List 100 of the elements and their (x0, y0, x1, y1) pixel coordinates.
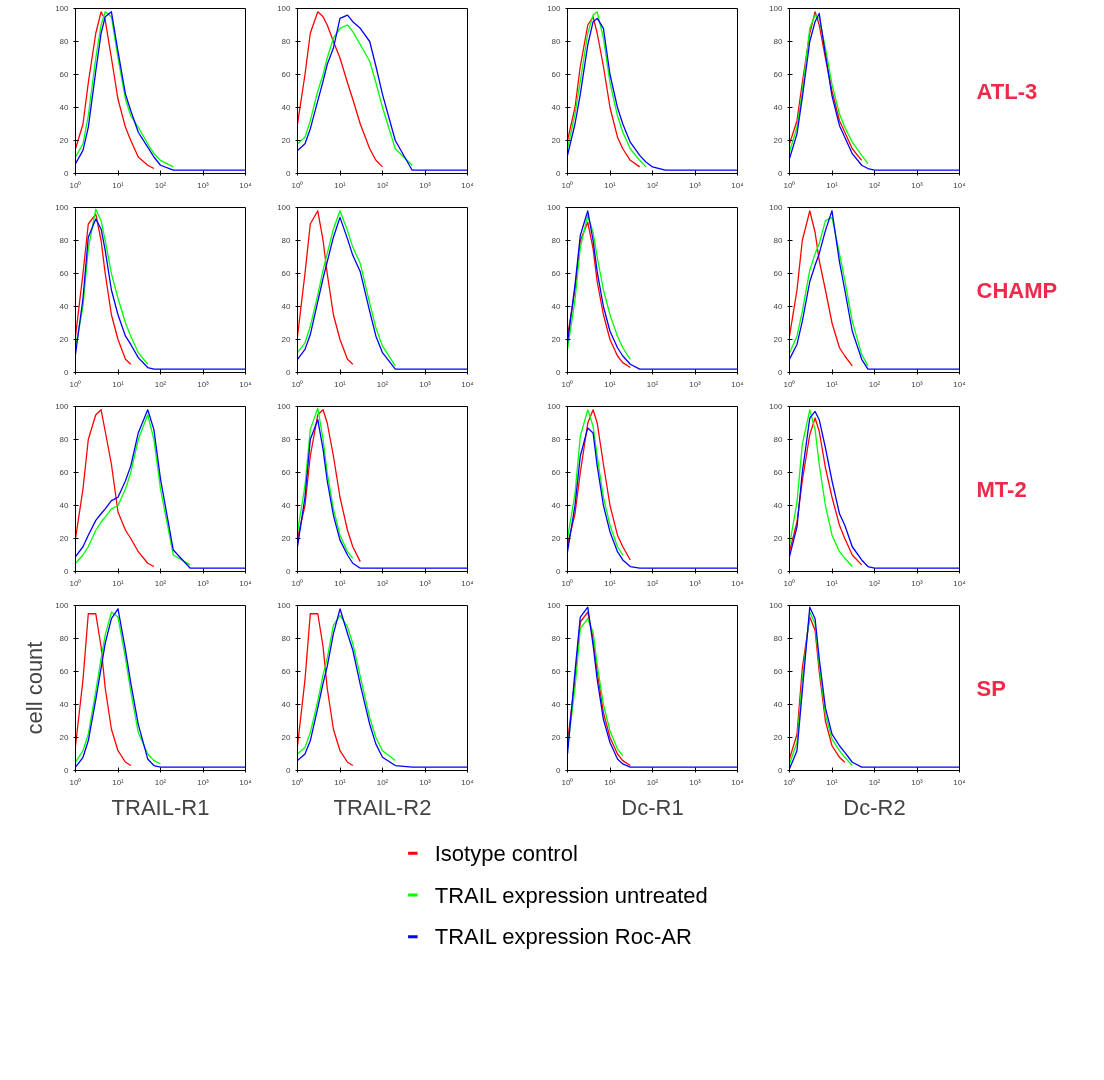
line-series (75, 613, 132, 767)
line-series (789, 210, 853, 367)
y-tick-label: 60 (281, 70, 292, 79)
x-tick-label: 10³ (419, 379, 432, 389)
x-tick-label: 10² (868, 578, 881, 588)
x-tick-label: 10⁰ (561, 777, 574, 787)
x-tick-label: 10⁴ (239, 379, 253, 389)
x-tick-label: 10¹ (826, 777, 839, 787)
x-tick-label: 10² (868, 379, 881, 389)
y-tick-label: 0 (778, 169, 784, 178)
y-tick-label: 0 (778, 368, 784, 377)
y-tick-label: 80 (551, 37, 562, 46)
x-tick-label: 10³ (911, 578, 924, 588)
y-tick-label: 0 (286, 567, 292, 576)
y-tick-label: 100 (769, 4, 784, 13)
y-tick-label: 100 (55, 601, 70, 610)
x-tick-label: 10³ (689, 180, 702, 190)
y-tick-label: 20 (551, 335, 562, 344)
y-tick-label: 20 (773, 733, 784, 742)
x-tick-label: 10² (376, 379, 389, 389)
y-tick-label: 0 (556, 766, 562, 775)
x-tick-label: 10² (868, 180, 881, 190)
x-tick-label: 10⁴ (461, 379, 475, 389)
y-axis-title: cell count (22, 641, 48, 735)
x-tick-label: 10⁴ (239, 180, 253, 190)
y-tick-label: 100 (277, 4, 292, 13)
x-tick-label: 10² (868, 777, 881, 787)
x-axis-title: TRAIL-R1 (111, 794, 210, 820)
y-tick-label: 100 (547, 203, 562, 212)
x-tick-label: 10¹ (334, 180, 347, 190)
line-series (297, 210, 354, 365)
y-tick-label: 60 (551, 269, 562, 278)
y-tick-label: 60 (59, 468, 70, 477)
y-tick-label: 20 (773, 136, 784, 145)
x-tick-label: 10² (154, 777, 167, 787)
text: MT-2 (976, 476, 1027, 502)
y-tick-label: 40 (773, 700, 784, 709)
text: CHAMP (976, 277, 1058, 303)
y-tick-label: 80 (59, 37, 70, 46)
y-tick-label: 100 (547, 4, 562, 13)
y-tick-label: 100 (277, 203, 292, 212)
x-tick-label: 10⁰ (561, 379, 574, 389)
x-tick-label: 10¹ (334, 578, 347, 588)
y-tick-label: 80 (773, 634, 784, 643)
x-tick-label: 10³ (197, 777, 210, 787)
y-tick-label: 100 (769, 203, 784, 212)
y-tick-label: 40 (59, 302, 70, 311)
x-tick-label: 10⁰ (783, 578, 796, 588)
y-tick-label: 0 (64, 368, 70, 377)
y-tick-label: 40 (551, 103, 562, 112)
y-tick-label: 20 (773, 335, 784, 344)
y-tick-label: 60 (773, 667, 784, 676)
y-tick-label: 40 (551, 501, 562, 510)
y-tick-label: 80 (59, 435, 70, 444)
x-tick-label: 10¹ (604, 379, 617, 389)
y-tick-label: 0 (64, 567, 70, 576)
y-tick-label: 20 (551, 534, 562, 543)
x-tick-label: 10¹ (604, 777, 617, 787)
y-tick-label: 80 (551, 236, 562, 245)
x-tick-label: 10⁴ (461, 777, 475, 787)
line-series (789, 616, 846, 763)
x-tick-label: 10³ (419, 777, 432, 787)
x-tick-label: 10³ (689, 578, 702, 588)
x-tick-label: 10² (154, 578, 167, 588)
x-tick-label: 10³ (911, 180, 924, 190)
legend-label: Isotype control (434, 840, 578, 866)
x-tick-label: 10² (646, 379, 659, 389)
y-tick-label: 0 (286, 169, 292, 178)
y-tick-label: 40 (59, 700, 70, 709)
line-series (567, 618, 624, 757)
x-axis-title: Dc-R1 (621, 794, 684, 820)
x-tick-label: 10⁰ (561, 578, 574, 588)
y-tick-label: 40 (281, 302, 292, 311)
x-tick-label: 10³ (197, 180, 210, 190)
x-tick-label: 10⁰ (69, 379, 82, 389)
y-tick-label: 40 (281, 501, 292, 510)
x-tick-label: 10² (154, 180, 167, 190)
x-tick-label: 10⁰ (69, 180, 82, 190)
x-tick-label: 10¹ (826, 180, 839, 190)
x-tick-label: 10¹ (112, 180, 125, 190)
y-tick-label: 100 (55, 402, 70, 411)
y-tick-label: 40 (773, 302, 784, 311)
y-tick-label: 20 (551, 733, 562, 742)
x-tick-label: 10⁰ (291, 379, 304, 389)
x-tick-label: 10⁴ (731, 180, 745, 190)
y-tick-label: 0 (778, 766, 784, 775)
y-tick-label: 60 (281, 269, 292, 278)
x-tick-label: 10¹ (826, 379, 839, 389)
y-tick-label: 20 (773, 534, 784, 543)
y-tick-label: 80 (281, 435, 292, 444)
y-tick-label: 0 (556, 368, 562, 377)
y-tick-label: 80 (551, 435, 562, 444)
x-tick-label: 10⁴ (731, 578, 745, 588)
y-tick-label: 80 (281, 634, 292, 643)
x-tick-label: 10⁴ (953, 180, 967, 190)
x-tick-label: 10⁴ (239, 578, 253, 588)
x-tick-label: 10⁴ (953, 379, 967, 389)
y-tick-label: 20 (59, 136, 70, 145)
x-tick-label: 10⁰ (561, 180, 574, 190)
x-axis-title: TRAIL-R2 (333, 794, 432, 820)
